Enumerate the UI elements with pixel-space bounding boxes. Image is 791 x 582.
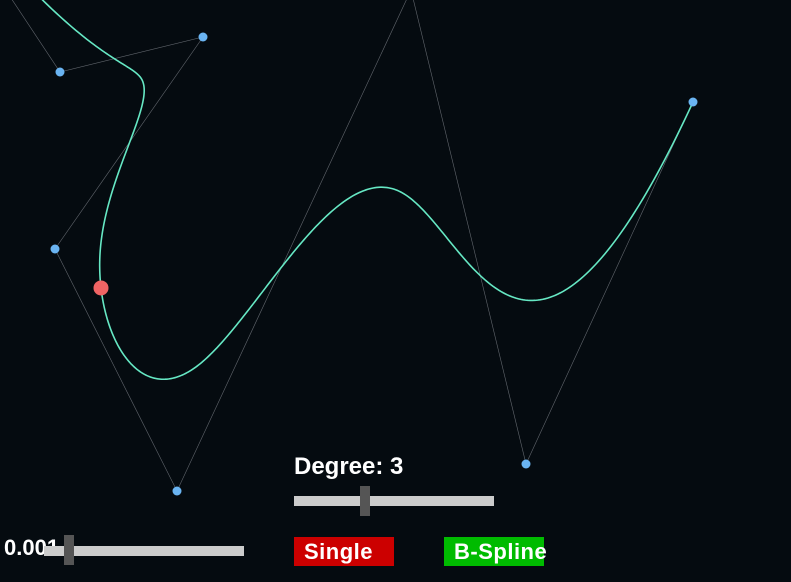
- control-point-2[interactable]: [198, 32, 208, 42]
- degree-label: Degree: 3: [294, 453, 404, 480]
- control-point-7[interactable]: [688, 97, 698, 107]
- control-point-4[interactable]: [172, 486, 182, 496]
- single-button-label: Single: [304, 539, 374, 564]
- step-slider-thumb[interactable]: [64, 535, 74, 565]
- control-point-1[interactable]: [55, 67, 65, 77]
- control-point-6[interactable]: [521, 459, 531, 469]
- degree-slider[interactable]: [294, 486, 494, 516]
- bspline-curve-path: [41, 0, 694, 381]
- single-button[interactable]: Single: [294, 537, 394, 566]
- bspline-button-label: B-Spline: [454, 539, 548, 564]
- control-point-3[interactable]: [50, 244, 60, 254]
- active-curve-point[interactable]: [93, 280, 109, 296]
- control-polygon: [11, 0, 694, 492]
- bspline-button[interactable]: B-Spline: [444, 537, 548, 566]
- degree-slider-thumb[interactable]: [360, 486, 370, 516]
- active-point-layer[interactable]: [93, 280, 109, 296]
- step-slider[interactable]: [44, 535, 244, 565]
- control-points[interactable]: [50, 32, 698, 496]
- control-polygon-line: [11, 0, 694, 492]
- bspline-curve: [41, 0, 694, 381]
